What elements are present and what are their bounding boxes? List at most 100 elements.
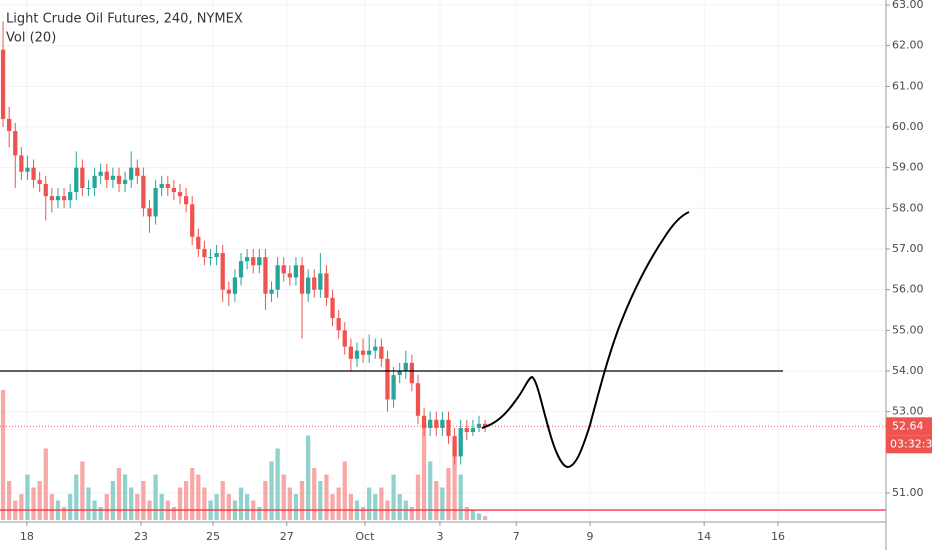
candle-body — [373, 346, 378, 351]
volume-bar — [0, 390, 6, 520]
y-tick-label: 57.00 — [892, 242, 924, 255]
candle-body — [464, 427, 469, 432]
countdown-label: 03:32:31 — [890, 437, 932, 450]
volume-bar — [202, 487, 207, 520]
candle-body — [293, 265, 299, 278]
volume-bar — [49, 494, 55, 520]
x-tick-label: 23 — [134, 530, 148, 543]
y-tick-label: 59.00 — [892, 161, 924, 174]
candle-body — [379, 346, 384, 359]
volume-bar — [421, 422, 427, 520]
candle-body — [122, 179, 128, 184]
volume-bar — [171, 507, 177, 520]
volume-bar — [61, 507, 67, 520]
volume-bar — [98, 507, 103, 520]
volume-bar — [159, 494, 164, 520]
candle-body — [61, 196, 67, 201]
candle-body — [220, 253, 225, 290]
volume-bar — [244, 494, 250, 520]
candle-body — [428, 419, 433, 428]
volume-bar — [190, 468, 195, 520]
candle-body — [306, 277, 311, 294]
candle-body — [98, 171, 103, 176]
candle-body — [269, 289, 274, 294]
candle-body — [214, 253, 219, 258]
volume-bar — [409, 507, 415, 520]
candle-body — [196, 236, 201, 249]
volume-label: Vol (20) — [6, 31, 56, 46]
volume-bar — [293, 494, 299, 520]
volume-bar — [257, 507, 262, 520]
x-tick-label: 18 — [20, 530, 34, 543]
candle-body — [244, 257, 250, 262]
y-tick-label: 62.00 — [892, 39, 924, 52]
candle-body — [348, 346, 353, 359]
volume-bar — [25, 474, 30, 520]
y-tick-label: 54.00 — [892, 364, 924, 377]
volume-bar — [391, 474, 396, 520]
candle-body — [446, 419, 451, 437]
candle-body — [397, 371, 402, 376]
candle-body — [342, 330, 347, 347]
volume-bar — [299, 481, 305, 520]
candle-body — [238, 261, 244, 278]
candle-body — [74, 167, 79, 193]
candle-body — [31, 167, 36, 180]
candle-body — [330, 297, 335, 319]
volume-bar — [238, 487, 244, 520]
volume-bar — [379, 487, 384, 520]
chart-title: Light Crude Oil Futures, 240, NYMEX — [6, 12, 243, 27]
drawing — [481, 211, 690, 469]
candle-body — [141, 175, 146, 209]
y-tick-label: 60.00 — [892, 120, 924, 133]
volume-bar — [116, 468, 122, 520]
candle-body — [434, 419, 439, 428]
x-tick-label: Oct — [355, 530, 375, 543]
volume-bar — [122, 474, 128, 520]
volume-bar — [373, 494, 378, 520]
candle-body — [385, 358, 390, 400]
volume-bar — [452, 442, 457, 520]
volume-bar — [104, 494, 109, 520]
candle-body — [190, 204, 195, 237]
volume-bar — [428, 461, 433, 520]
candle-body — [275, 265, 280, 290]
candle-body — [226, 289, 231, 294]
last-price-box — [886, 417, 932, 436]
candle-body — [318, 273, 323, 290]
volume-bar — [342, 461, 347, 520]
volume-bar — [287, 487, 292, 520]
volume-bar — [31, 487, 36, 520]
volume-bar — [86, 487, 91, 520]
candle-body — [482, 423, 488, 427]
volume-bar — [275, 448, 280, 520]
volume-bar — [312, 468, 317, 520]
candle-body — [183, 196, 189, 205]
y-tick-label: 53.00 — [892, 405, 924, 418]
candle-body — [440, 419, 445, 428]
candle-body — [476, 423, 482, 428]
volume-bar — [177, 487, 183, 520]
volume-bar — [470, 509, 476, 520]
volume-bar — [68, 494, 73, 520]
candle-body — [0, 49, 6, 119]
candle-body — [452, 436, 457, 457]
candle-body — [7, 118, 12, 132]
candle-body — [129, 167, 134, 180]
volume-bar — [348, 494, 353, 520]
candle-body — [415, 383, 421, 416]
volume-bar — [476, 513, 482, 520]
volume-bar — [367, 487, 372, 520]
volume-bar — [360, 507, 366, 520]
candle-body — [110, 175, 116, 180]
candle-body — [25, 167, 30, 172]
candle-body — [354, 350, 360, 359]
candle-body — [208, 257, 213, 259]
volume-bar — [324, 474, 329, 520]
volume-bar — [129, 487, 134, 520]
candle-body — [257, 257, 262, 266]
volume-bar — [330, 494, 335, 520]
countdown-box — [886, 435, 932, 454]
candle-body — [13, 131, 18, 156]
